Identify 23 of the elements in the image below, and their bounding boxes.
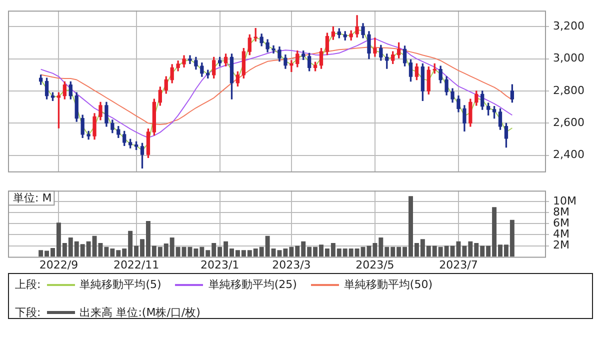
legend-label: 単純移動平均(50) — [344, 277, 432, 292]
y-tick-label: 2,800 — [553, 84, 584, 97]
legend-label: 単純移動平均(5) — [80, 277, 162, 292]
x-tick-label: 2022/11 — [113, 258, 160, 272]
y-tick-label: 10M — [553, 194, 576, 208]
y-tick-label: 2,600 — [553, 116, 584, 130]
x-tick-label: 2023/7 — [439, 258, 478, 272]
y-tick-label: 3,000 — [553, 52, 584, 65]
y-tick-label: 6M — [553, 216, 570, 230]
x-tick-label: 2023/1 — [200, 258, 240, 272]
x-tick-label: 2023/5 — [356, 258, 394, 272]
legend-title: 下段: — [15, 305, 41, 320]
y-tick-label: 3,200 — [553, 20, 584, 33]
y-tick-label: 8M — [553, 206, 570, 219]
y-tick-label: 2,400 — [553, 148, 584, 162]
legend-label: 単純移動平均(25) — [208, 277, 297, 292]
legend-title: 上段: — [15, 277, 41, 292]
y-tick-label: 4M — [553, 228, 570, 241]
annotation: 単位: M — [13, 191, 52, 204]
y-tick-label: 2M — [553, 238, 570, 252]
x-tick-label: 2023/3 — [272, 258, 311, 272]
x-tick-label: 2022/9 — [39, 258, 78, 272]
legend-label: 出来高 単位:(M株/口/枚) — [80, 305, 200, 320]
